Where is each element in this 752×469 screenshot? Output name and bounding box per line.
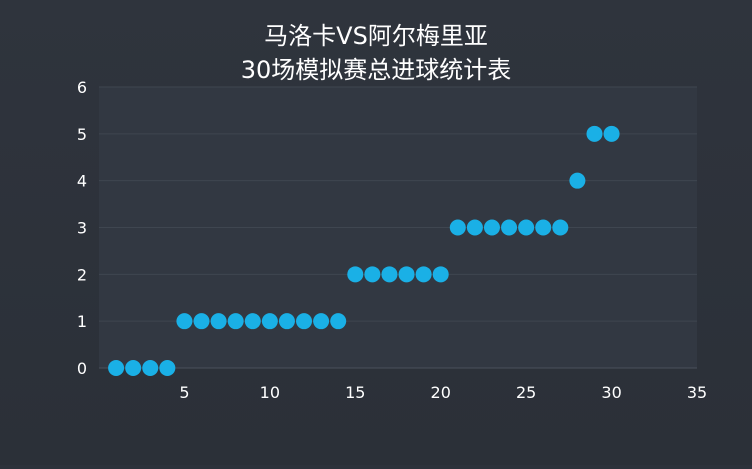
x-tick-label: 10: [260, 383, 280, 402]
data-point: [330, 313, 347, 330]
data-point: [108, 360, 125, 376]
chart-title: 马洛卡VS阿尔梅里亚 30场模拟赛总进球统计表: [241, 22, 512, 84]
data-point: [449, 219, 466, 236]
y-tick-label: 5: [77, 125, 87, 144]
data-point: [210, 313, 227, 330]
data-point: [142, 360, 159, 376]
data-point: [125, 360, 142, 376]
data-point: [552, 219, 569, 236]
data-point: [535, 219, 552, 236]
x-tick-label: 5: [179, 383, 189, 402]
y-tick-label: 1: [77, 312, 87, 331]
data-point: [261, 313, 278, 330]
data-point: [347, 266, 364, 283]
data-point: [227, 313, 244, 330]
data-point: [313, 313, 330, 330]
data-point: [518, 219, 535, 236]
data-point: [466, 219, 483, 236]
x-tick-label: 35: [687, 383, 707, 402]
data-point: [586, 125, 603, 142]
y-tick-label: 2: [77, 265, 87, 284]
data-point: [296, 313, 313, 330]
y-tick-label: 4: [77, 172, 87, 191]
data-point: [432, 266, 449, 283]
data-point: [193, 313, 210, 330]
x-tick-label: 25: [516, 383, 536, 402]
data-point: [483, 219, 500, 236]
axes: 0 1 2 3 4 5 6 5 10 15 20 25 30 35: [77, 78, 707, 402]
data-point: [381, 266, 398, 283]
y-tick-label: 6: [77, 78, 87, 97]
chart-title-line-2: 30场模拟赛总进球统计表: [241, 56, 512, 84]
data-point: [398, 266, 415, 283]
data-point: [415, 266, 432, 283]
x-tick-label: 20: [431, 383, 451, 402]
data-point: [244, 313, 261, 330]
data-point: [603, 125, 620, 142]
x-tick-label: 15: [345, 383, 365, 402]
data-point: [278, 313, 295, 330]
y-tick-label: 0: [77, 359, 87, 378]
data-point: [364, 266, 381, 283]
data-point: [501, 219, 518, 236]
data-point: [569, 172, 586, 189]
data-point: [159, 360, 176, 376]
chart-title-line-1: 马洛卡VS阿尔梅里亚: [264, 22, 488, 50]
data-point: [176, 313, 193, 330]
data-points: [108, 125, 620, 376]
x-tick-label: 30: [601, 383, 621, 402]
y-tick-label: 3: [77, 219, 87, 238]
